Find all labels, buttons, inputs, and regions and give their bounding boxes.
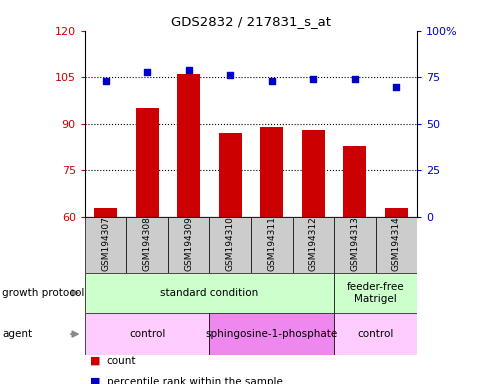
Title: GDS2832 / 217831_s_at: GDS2832 / 217831_s_at bbox=[171, 15, 330, 28]
Text: GSM194312: GSM194312 bbox=[308, 216, 317, 271]
Point bbox=[184, 67, 192, 73]
Text: GSM194308: GSM194308 bbox=[142, 216, 151, 271]
Point bbox=[350, 76, 358, 82]
Point bbox=[102, 78, 109, 84]
Bar bbox=[333, 217, 375, 273]
Bar bbox=[209, 217, 251, 273]
Text: percentile rank within the sample: percentile rank within the sample bbox=[106, 377, 282, 384]
Text: GSM194311: GSM194311 bbox=[267, 216, 276, 271]
Bar bbox=[209, 313, 333, 355]
Bar bbox=[218, 133, 241, 217]
Text: standard condition: standard condition bbox=[160, 288, 258, 298]
Text: GSM194314: GSM194314 bbox=[391, 216, 400, 271]
Bar bbox=[343, 146, 365, 217]
Point bbox=[267, 78, 275, 84]
Bar bbox=[251, 217, 292, 273]
Point bbox=[392, 84, 399, 90]
Bar bbox=[126, 217, 167, 273]
Bar bbox=[85, 313, 209, 355]
Bar bbox=[85, 217, 126, 273]
Bar bbox=[301, 130, 324, 217]
Bar bbox=[333, 273, 416, 313]
Text: count: count bbox=[106, 356, 136, 366]
Bar bbox=[333, 313, 416, 355]
Text: ■: ■ bbox=[90, 377, 100, 384]
Bar bbox=[375, 217, 416, 273]
Bar bbox=[85, 273, 333, 313]
Text: agent: agent bbox=[2, 329, 32, 339]
Text: ■: ■ bbox=[90, 356, 100, 366]
Point bbox=[143, 69, 151, 75]
Text: GSM194310: GSM194310 bbox=[225, 216, 234, 271]
Text: control: control bbox=[129, 329, 165, 339]
Bar bbox=[292, 217, 333, 273]
Text: feeder-free
Matrigel: feeder-free Matrigel bbox=[346, 282, 404, 304]
Bar bbox=[384, 208, 407, 217]
Bar bbox=[260, 127, 283, 217]
Point bbox=[309, 76, 317, 82]
Point bbox=[226, 72, 234, 78]
Bar bbox=[177, 74, 200, 217]
Text: growth protocol: growth protocol bbox=[2, 288, 85, 298]
Bar bbox=[94, 208, 117, 217]
Bar bbox=[167, 217, 209, 273]
Text: GSM194313: GSM194313 bbox=[349, 216, 359, 271]
Bar bbox=[136, 108, 158, 217]
Text: GSM194307: GSM194307 bbox=[101, 216, 110, 271]
Text: control: control bbox=[357, 329, 393, 339]
Text: sphingosine-1-phosphate: sphingosine-1-phosphate bbox=[205, 329, 337, 339]
Text: GSM194309: GSM194309 bbox=[184, 216, 193, 271]
